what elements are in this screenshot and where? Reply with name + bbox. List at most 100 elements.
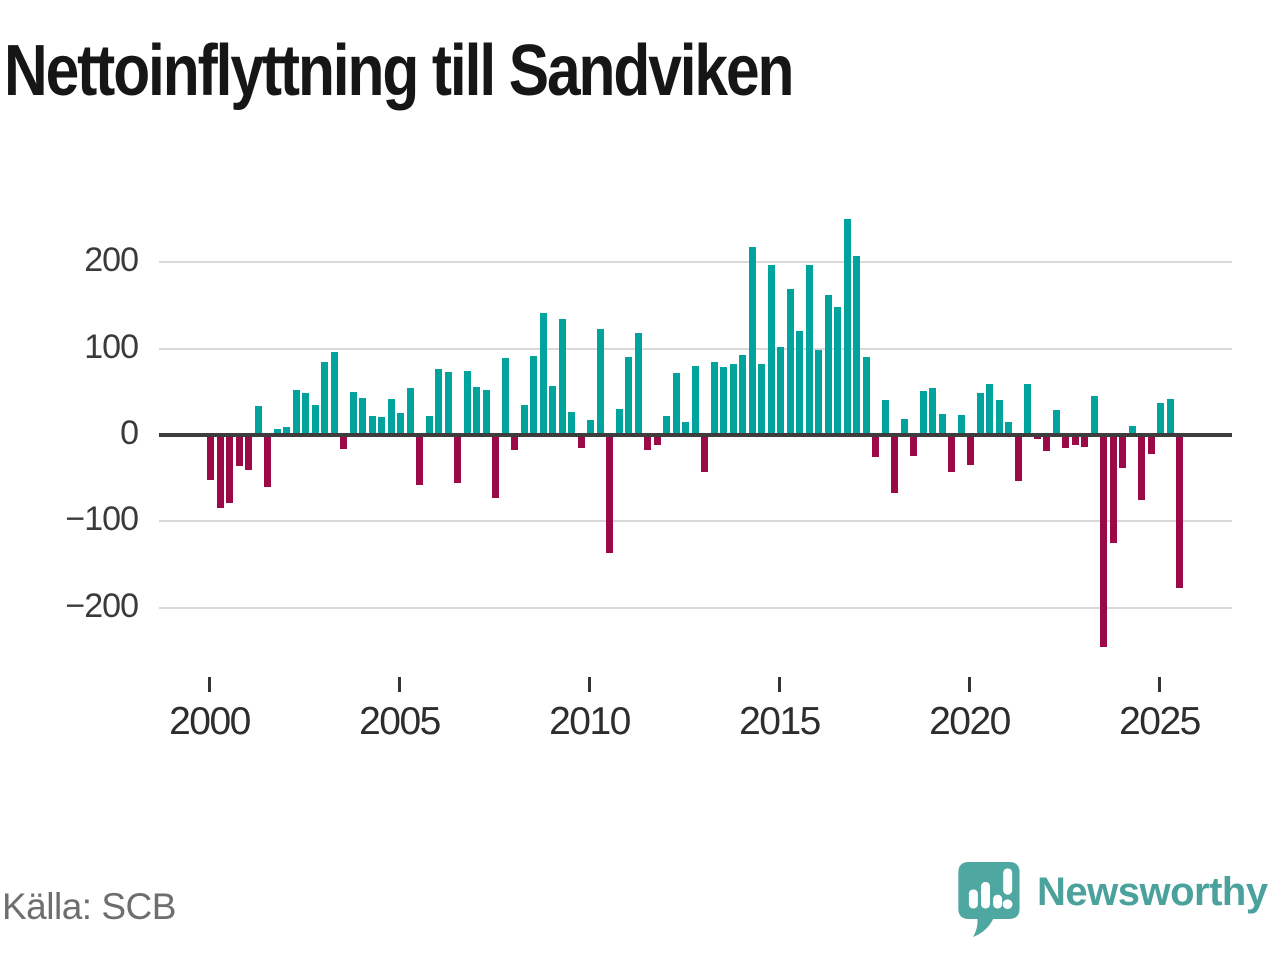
x-axis-tick-2025 <box>1158 677 1161 692</box>
bar-2008-q3 <box>530 355 537 435</box>
bar-2024-q4 <box>1147 435 1155 454</box>
bar-2009-q1 <box>549 385 556 435</box>
source-label: Källa: SCB <box>2 886 176 927</box>
logo-exclamation-dot <box>1002 899 1013 910</box>
bar-2010-q3 <box>606 435 613 554</box>
bar-2016-q3 <box>834 307 841 435</box>
y-axis-label--200: −200 <box>65 586 139 625</box>
x-axis-label-2015: 2015 <box>739 700 821 743</box>
bar-2001-q3 <box>264 435 271 487</box>
bar-2019-q4 <box>957 415 965 435</box>
bar-2018-q2 <box>900 419 908 435</box>
bar-2006-q2 <box>444 371 452 435</box>
bar-2000-q4 <box>235 435 243 467</box>
logo-exclamation-stem <box>1003 868 1013 895</box>
x-axis-label-2000: 2000 <box>169 700 251 743</box>
y-axis-label-0: 0 <box>120 413 139 452</box>
bar-2002-q2 <box>292 390 300 435</box>
zero-axis-line <box>159 433 1232 437</box>
bar-2025-q2 <box>1166 398 1174 435</box>
newsworthy-wordmark: Newsworthy <box>1037 870 1268 914</box>
bar-2004-q3 <box>378 416 385 435</box>
bar-2025-q1 <box>1157 403 1164 435</box>
bar-2005-q1 <box>397 412 404 435</box>
bar-2024-q2 <box>1128 426 1136 435</box>
bar-2001-q4 <box>273 428 281 435</box>
bar-2005-q4 <box>425 416 433 435</box>
bar-2002-q3 <box>302 392 309 435</box>
bar-2011-q2 <box>634 333 642 435</box>
bar-2000-q1 <box>207 435 214 480</box>
bar-2020-q1 <box>967 435 974 466</box>
bar-2007-q1 <box>473 386 480 435</box>
bar-2007-q3 <box>492 435 499 498</box>
bar-2012-q4 <box>691 365 699 435</box>
x-axis-tick-2020 <box>968 677 971 692</box>
bar-2006-q1 <box>435 368 442 435</box>
bar-2006-q3 <box>454 435 461 484</box>
bar-2003-q4 <box>349 391 357 435</box>
bar-2012-q3 <box>682 422 689 435</box>
plot-area <box>159 200 1232 670</box>
bar-2022-q3 <box>1062 435 1069 448</box>
chart-title: Nettoinflyttning till Sandviken <box>4 31 794 111</box>
bar-2023-q4 <box>1109 435 1117 543</box>
bar-2004-q1 <box>359 397 366 435</box>
bar-2009-q2 <box>558 319 566 435</box>
bar-2021-q2 <box>1014 435 1022 481</box>
bar-2017-q2 <box>862 357 870 435</box>
bar-2018-q1 <box>891 435 898 493</box>
newsworthy-logo: Newsworthy <box>958 862 1268 938</box>
bar-2022-q1 <box>1043 435 1050 451</box>
newsworthy-bubble-icon <box>958 862 1020 937</box>
x-axis-tick-2015 <box>778 677 781 692</box>
gridline-100 <box>159 347 1232 350</box>
bar-2010-q1 <box>587 420 594 435</box>
bar-2024-q3 <box>1138 435 1145 500</box>
gridline--200 <box>159 606 1232 609</box>
bar-2004-q2 <box>368 416 376 435</box>
bar-2013-q2 <box>710 361 718 435</box>
x-axis-label-2020: 2020 <box>929 700 1011 743</box>
bar-2021-q1 <box>1005 422 1012 435</box>
x-axis-tick-2005 <box>398 677 401 692</box>
bar-2021-q4 <box>1033 435 1041 440</box>
logo-bar-1 <box>968 889 978 909</box>
bar-2004-q4 <box>387 398 395 435</box>
x-axis-label-2005: 2005 <box>359 700 441 743</box>
bar-2020-q4 <box>995 400 1003 435</box>
bar-2002-q1 <box>283 427 290 435</box>
bar-2013-q4 <box>729 364 737 435</box>
bar-2012-q1 <box>663 416 670 435</box>
bar-2012-q2 <box>672 372 680 435</box>
bar-2017-q3 <box>872 435 879 457</box>
bar-2021-q3 <box>1024 384 1031 435</box>
y-axis-label--100: −100 <box>65 500 139 539</box>
bar-2022-q4 <box>1071 435 1079 446</box>
bar-2020-q2 <box>976 392 984 435</box>
bar-2017-q4 <box>881 400 889 435</box>
bar-2017-q1 <box>853 256 860 435</box>
bar-2001-q1 <box>245 435 252 470</box>
bar-2008-q2 <box>520 404 528 435</box>
bar-2009-q3 <box>568 411 575 435</box>
bar-2003-q3 <box>340 435 347 449</box>
bar-2015-q3 <box>796 331 803 435</box>
bar-2000-q2 <box>216 435 224 508</box>
bar-2013-q1 <box>701 435 708 473</box>
bar-2015-q1 <box>777 346 784 435</box>
bar-2019-q3 <box>948 435 955 473</box>
bar-2011-q4 <box>653 435 661 446</box>
bar-2016-q1 <box>815 349 822 435</box>
bar-2015-q2 <box>786 289 794 435</box>
bar-2015-q4 <box>805 264 813 435</box>
y-axis-label-200: 200 <box>84 241 139 280</box>
bar-2016-q2 <box>824 295 832 435</box>
bar-2006-q4 <box>463 371 471 435</box>
logo-bar-3 <box>993 894 1003 909</box>
bar-2016-q4 <box>843 219 851 435</box>
bar-2009-q4 <box>577 435 585 448</box>
bar-2020-q3 <box>986 384 993 435</box>
bar-2002-q4 <box>311 404 319 435</box>
